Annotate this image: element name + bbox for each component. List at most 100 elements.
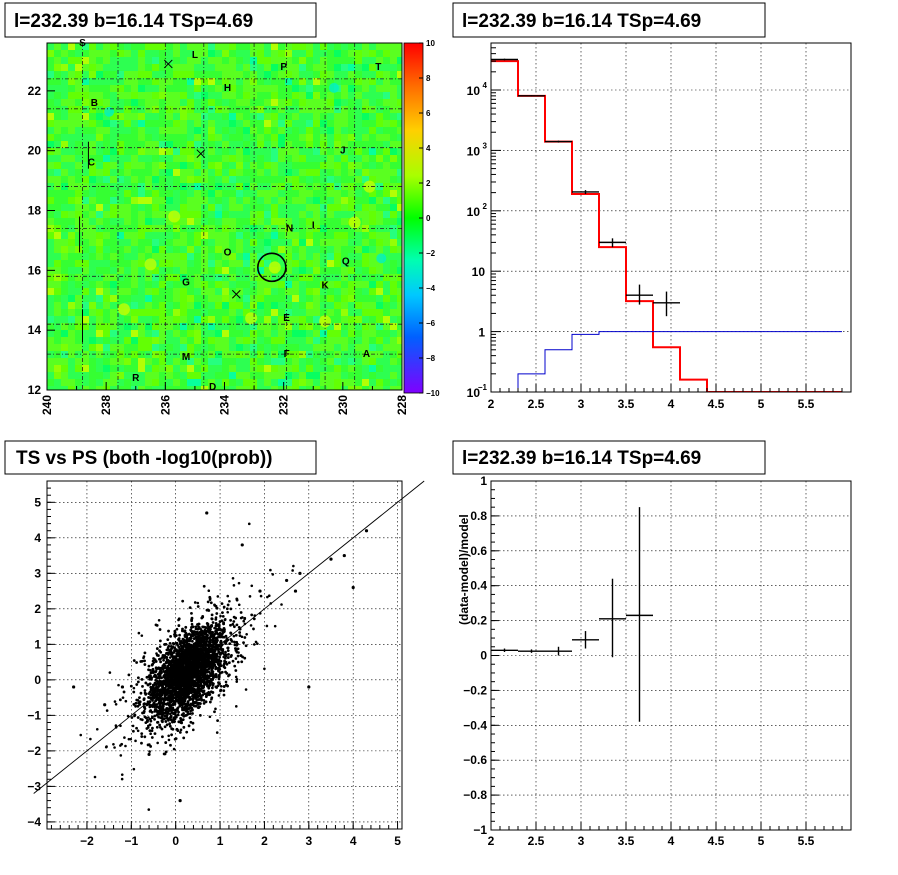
heatmap-cell bbox=[355, 309, 362, 316]
heatmap-cell bbox=[159, 120, 166, 127]
heatmap-cell bbox=[173, 274, 180, 281]
scatter-point bbox=[238, 634, 242, 638]
heatmap-x-tick-label: 240 bbox=[40, 395, 54, 415]
heatmap-cell bbox=[334, 337, 341, 344]
heatmap-cell bbox=[103, 169, 110, 176]
heatmap-cell bbox=[348, 274, 355, 281]
heatmap-cell bbox=[341, 316, 348, 323]
scatter-point bbox=[168, 722, 172, 726]
heatmap-cell bbox=[271, 190, 278, 197]
heatmap-cell bbox=[103, 302, 110, 309]
heatmap-cell bbox=[390, 218, 397, 225]
heatmap-cell bbox=[271, 295, 278, 302]
heatmap-cell bbox=[145, 211, 152, 218]
heatmap-cell bbox=[61, 267, 68, 274]
heatmap-cell bbox=[327, 92, 334, 99]
heatmap-cell bbox=[299, 295, 306, 302]
heatmap-cell bbox=[117, 316, 124, 323]
heatmap-cell bbox=[54, 57, 61, 64]
heatmap-cell bbox=[75, 64, 82, 71]
spectrum-y-tick-label: 1 bbox=[478, 326, 485, 340]
heatmap-cell bbox=[397, 232, 402, 239]
heatmap-cell bbox=[376, 337, 383, 344]
heatmap-cell bbox=[313, 134, 320, 141]
heatmap-cell bbox=[299, 302, 306, 309]
scatter-point bbox=[140, 677, 144, 681]
heatmap-cell bbox=[75, 50, 82, 57]
heatmap-cell bbox=[320, 134, 327, 141]
heatmap-cell bbox=[75, 134, 82, 141]
heatmap-cell bbox=[82, 211, 89, 218]
heatmap-cell bbox=[355, 232, 362, 239]
heatmap-cell bbox=[236, 120, 243, 127]
heatmap-cell bbox=[96, 218, 103, 225]
heatmap-cell bbox=[124, 386, 131, 390]
heatmap-cell bbox=[369, 127, 376, 134]
heatmap-cell bbox=[131, 372, 138, 379]
heatmap-cell bbox=[187, 176, 194, 183]
heatmap-cell bbox=[201, 148, 208, 155]
heatmap-cell bbox=[96, 316, 103, 323]
heatmap-cell bbox=[271, 309, 278, 316]
heatmap-cell bbox=[152, 246, 159, 253]
heatmap-cell bbox=[61, 71, 68, 78]
heatmap-cell bbox=[292, 337, 299, 344]
heatmap-cell bbox=[145, 281, 152, 288]
heatmap-cell bbox=[103, 57, 110, 64]
heatmap-cell bbox=[82, 134, 89, 141]
heatmap-cell bbox=[187, 288, 194, 295]
heatmap-cell bbox=[369, 281, 376, 288]
scatter-point bbox=[210, 617, 214, 621]
heatmap-cell bbox=[166, 106, 173, 113]
heatmap-cell bbox=[390, 169, 397, 176]
heatmap-cell bbox=[89, 71, 96, 78]
heatmap-cell bbox=[82, 57, 89, 64]
heatmap-cell bbox=[299, 71, 306, 78]
heatmap-cell bbox=[348, 379, 355, 386]
heatmap-cell bbox=[103, 372, 110, 379]
heatmap-cell bbox=[201, 120, 208, 127]
heatmap-cell bbox=[376, 309, 383, 316]
heatmap-cell bbox=[187, 253, 194, 260]
heatmap-cell bbox=[124, 344, 131, 351]
heatmap-cell bbox=[180, 120, 187, 127]
heatmap-cell bbox=[47, 281, 54, 288]
heatmap-cell bbox=[362, 176, 369, 183]
heatmap-cell bbox=[54, 239, 61, 246]
heatmap-cell bbox=[348, 92, 355, 99]
region-letter-I: I bbox=[312, 220, 315, 231]
heatmap-cell bbox=[187, 127, 194, 134]
heatmap-cell bbox=[159, 365, 166, 372]
heatmap-cell bbox=[383, 120, 390, 127]
heatmap-cell bbox=[145, 337, 152, 344]
heatmap-cell bbox=[173, 43, 180, 50]
heatmap-cell bbox=[306, 379, 313, 386]
heatmap-cell bbox=[103, 92, 110, 99]
heatmap-cell bbox=[117, 78, 124, 85]
heatmap-cell bbox=[138, 358, 145, 365]
heatmap-cell bbox=[390, 232, 397, 239]
heatmap-cell bbox=[299, 365, 306, 372]
heatmap-cell bbox=[173, 197, 180, 204]
heatmap-cell bbox=[355, 337, 362, 344]
heatmap-cell bbox=[166, 190, 173, 197]
heatmap-cell bbox=[376, 218, 383, 225]
heatmap-cell bbox=[257, 71, 264, 78]
heatmap-cell bbox=[376, 85, 383, 92]
heatmap-cell bbox=[75, 169, 82, 176]
heatmap-cell bbox=[138, 302, 145, 309]
heatmap-cell bbox=[306, 92, 313, 99]
heatmap-cell bbox=[145, 316, 152, 323]
heatmap-cell bbox=[110, 190, 117, 197]
heatmap-cell bbox=[117, 211, 124, 218]
scatter-point bbox=[192, 633, 196, 637]
heatmap-cell bbox=[152, 295, 159, 302]
heatmap-cell bbox=[348, 316, 355, 323]
heatmap-x-tick-label: 238 bbox=[99, 395, 113, 415]
heatmap-cell bbox=[110, 386, 117, 390]
heatmap-cell bbox=[313, 71, 320, 78]
heatmap-cell bbox=[110, 281, 117, 288]
heatmap-cell bbox=[103, 281, 110, 288]
heatmap-cell bbox=[215, 337, 222, 344]
heatmap-cell bbox=[131, 85, 138, 92]
